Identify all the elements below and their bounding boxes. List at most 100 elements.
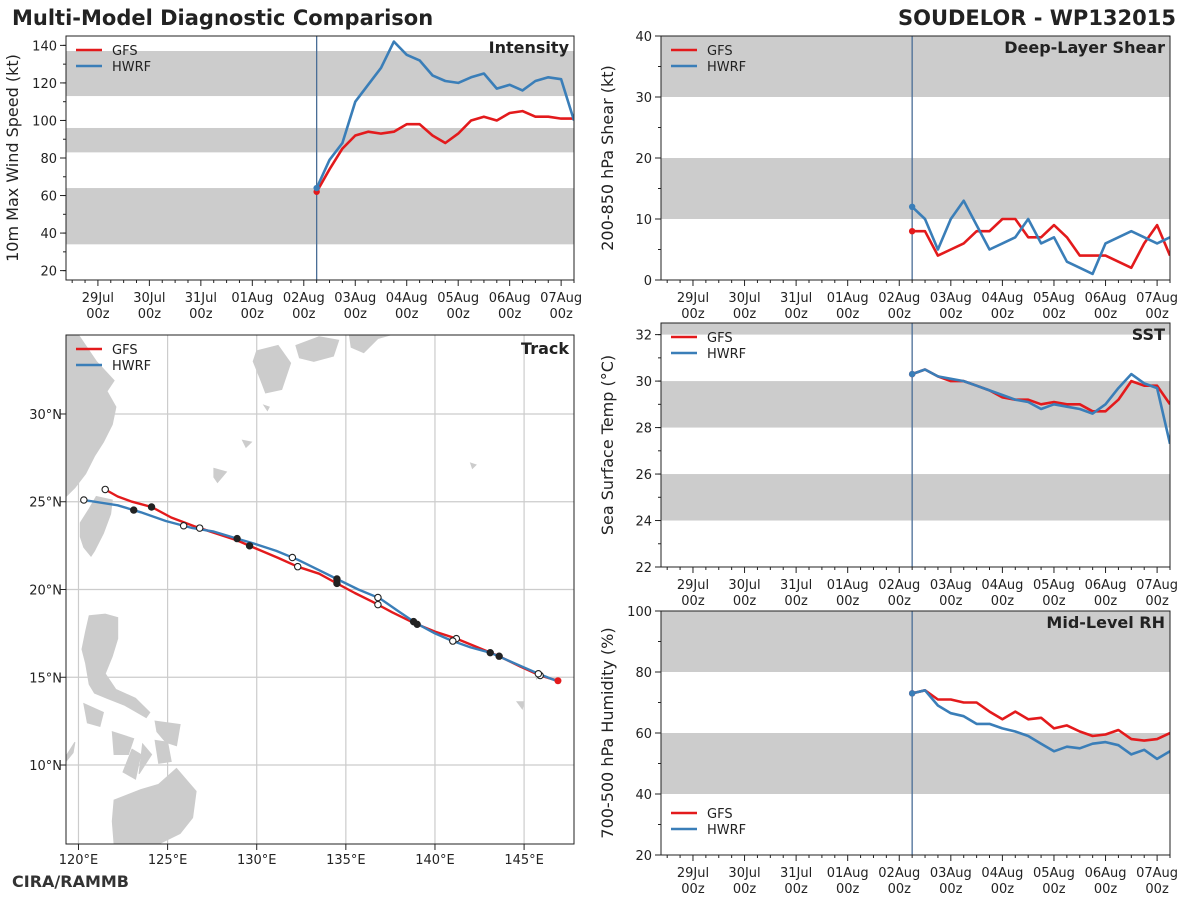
shear-xtick-hour: 00z [1042, 307, 1066, 322]
intensity-xtick-hour: 00z [241, 307, 265, 322]
rh-xtick-hour: 00z [888, 882, 912, 897]
track-marker-gfs-open [195, 524, 204, 532]
shear-xtick-date: 02Aug [878, 291, 920, 306]
intensity-xtick-date: 02Aug [283, 291, 325, 306]
rh-xtick-date: 06Aug [1085, 866, 1127, 881]
track-marker-hwrf-filled [130, 506, 138, 514]
sst-band [661, 323, 1170, 335]
intensity-xtick-hour: 00z [395, 307, 419, 322]
intensity-ytick-label: 80 [40, 152, 57, 167]
rh-xtick-date: 29Jul [677, 866, 709, 881]
intensity-ytick-label: 100 [32, 114, 57, 129]
rh-xtick-hour: 00z [784, 882, 808, 897]
shear-series-hwrf [911, 199, 1170, 276]
shear-ytick-label: 20 [635, 152, 652, 167]
intensity-ytick-label: 140 [32, 39, 57, 54]
sst-legend-hwrf-label: HWRF [707, 347, 746, 362]
shear-ytick-label: 40 [635, 30, 652, 45]
sst-xtick-date: 03Aug [930, 578, 972, 593]
track-series-hwrf [83, 498, 557, 682]
intensity-legend-hwrf-label: HWRF [112, 60, 151, 75]
land-cebu [138, 742, 153, 775]
track-marker-gfs-open [293, 562, 302, 571]
track-xtick-label: 120°E [59, 853, 99, 868]
track-marker-gfs-filled [245, 542, 254, 550]
intensity-legend-gfs-label: GFS [112, 44, 138, 59]
track-marker-hwrf-filled [409, 617, 418, 626]
shear-xtick-date: 05Aug [1033, 291, 1075, 306]
sst-ytick-label: 24 [635, 515, 652, 530]
intensity-xtick-hour: 00z [292, 307, 316, 322]
shear-ytick-label: 0 [644, 274, 652, 289]
intensity-band [66, 127, 574, 153]
shear-point-hwrf-init [908, 203, 916, 210]
sst-ytick-label: 22 [635, 561, 652, 576]
track-marker-hwrf-open [288, 553, 297, 562]
track-xtick-label: 125°E [148, 853, 188, 868]
intensity-point-hwrf-init [313, 184, 320, 192]
sst-point-hwrf-init [908, 370, 916, 378]
land-taiwan [79, 495, 113, 558]
rh-xtick-hour: 00z [1042, 882, 1066, 897]
rh-xtick-date: 03Aug [930, 866, 972, 881]
sst-band [661, 381, 1170, 428]
land-mindanao [111, 767, 197, 844]
shear-band [661, 36, 1170, 97]
shear-title: Deep-Layer Shear [1004, 38, 1165, 57]
shear-xtick-date: 29Jul [677, 291, 709, 306]
sst-ytick-label: 26 [635, 468, 652, 483]
sst-xtick-date: 30Jul [728, 578, 760, 593]
intensity-series-hwrf [315, 40, 574, 189]
shear-frame [660, 35, 1171, 281]
sst-xtick-date: 01Aug [827, 578, 869, 593]
rh-xtick-date: 31Jul [780, 866, 812, 881]
rh-xtick-date: 07Aug [1136, 866, 1178, 881]
intensity-ytick-label: 20 [40, 265, 57, 280]
shear-xtick-hour: 00z [836, 307, 860, 322]
rh-xtick-date: 05Aug [1033, 866, 1075, 881]
intensity-xtick-date: 04Aug [386, 291, 428, 306]
land-shikoku [295, 336, 340, 362]
intensity-xtick-hour: 00z [498, 307, 522, 322]
intensity-panel: 2040608010012014029Jul00z30Jul00z31Jul00… [3, 35, 582, 322]
rh-ytick-label: 40 [635, 788, 652, 803]
shear-xtick-hour: 00z [888, 307, 912, 322]
shear-point-gfs-init [908, 228, 916, 235]
track-marker-hwrf-filled [333, 575, 341, 583]
intensity-xtick-date: 05Aug [437, 291, 479, 306]
sst-xtick-hour: 00z [888, 594, 912, 609]
intensity-xtick-date: 31Jul [185, 291, 217, 306]
land-luzon [81, 613, 151, 719]
rh-point-hwrf-init [908, 690, 916, 697]
storm-id: SOUDELOR - WP132015 [897, 6, 1176, 30]
sst-xtick-date: 04Aug [981, 578, 1023, 593]
land-okinawa [213, 467, 228, 484]
shear-xtick-hour: 00z [1094, 307, 1118, 322]
rh-legend-gfs-label: GFS [707, 807, 733, 822]
sst-frame [660, 322, 1171, 568]
intensity-xtick-date: 06Aug [489, 291, 531, 306]
rh-ytick-label: 100 [627, 605, 652, 620]
rh-xtick-hour: 00z [733, 882, 757, 897]
track-marker-hwrf-filled [486, 648, 494, 657]
shear-series-group [911, 199, 1170, 276]
rh-series-gfs [911, 688, 1170, 742]
shear-xtick-hour: 00z [681, 307, 705, 322]
rh-xtick-hour: 00z [939, 882, 963, 897]
track-marker-hwrf-open [80, 496, 88, 504]
track-xtick-label: 140°E [415, 853, 455, 868]
track-marker-gfs-filled [495, 652, 503, 660]
sst-ytick-label: 30 [635, 375, 652, 390]
track-initial-position [554, 677, 562, 685]
land-negros [122, 748, 142, 780]
shear-xtick-date: 07Aug [1136, 291, 1178, 306]
shear-ytick-label: 10 [635, 213, 652, 228]
credit-label: CIRA/RAMMB [12, 872, 129, 891]
track-marker-gfs-open [374, 600, 382, 609]
shear-legend-hwrf-label: HWRF [707, 60, 746, 75]
track-marker-hwrf-open [374, 593, 382, 602]
intensity-band [66, 188, 574, 245]
land-marianas [516, 701, 525, 711]
shear-ylabel: 200-850 hPa Shear (kt) [598, 65, 617, 251]
